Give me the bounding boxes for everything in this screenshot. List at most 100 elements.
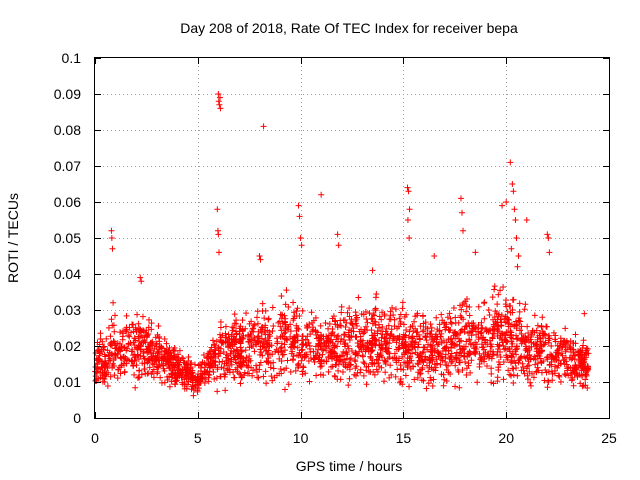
data-point bbox=[572, 331, 579, 338]
data-point bbox=[277, 345, 284, 352]
x-tick-label: 25 bbox=[601, 430, 617, 446]
data-point bbox=[247, 357, 254, 364]
data-point bbox=[344, 342, 351, 349]
data-point bbox=[121, 368, 128, 375]
data-point bbox=[582, 376, 589, 383]
data-point bbox=[352, 365, 359, 372]
data-point bbox=[576, 348, 583, 355]
data-point bbox=[103, 335, 110, 342]
data-point bbox=[198, 364, 205, 371]
data-point bbox=[230, 374, 237, 381]
data-point bbox=[101, 378, 108, 385]
data-point bbox=[417, 323, 424, 330]
data-point bbox=[120, 354, 127, 361]
data-point bbox=[567, 345, 574, 352]
data-point bbox=[411, 343, 418, 350]
data-point bbox=[435, 341, 442, 348]
data-point bbox=[351, 357, 358, 364]
data-point bbox=[544, 377, 551, 384]
data-point bbox=[167, 350, 174, 357]
data-point bbox=[523, 217, 530, 223]
data-point bbox=[550, 329, 557, 336]
data-point bbox=[297, 235, 304, 241]
data-point bbox=[399, 299, 406, 306]
data-point bbox=[510, 188, 517, 195]
data-point bbox=[507, 334, 514, 341]
data-point bbox=[214, 206, 221, 213]
data-point bbox=[105, 357, 112, 364]
data-point bbox=[468, 341, 475, 348]
data-point bbox=[360, 330, 367, 337]
data-point bbox=[404, 364, 411, 371]
data-point bbox=[269, 351, 276, 358]
data-point bbox=[216, 359, 223, 366]
data-point bbox=[531, 353, 538, 360]
data-point bbox=[447, 319, 454, 326]
data-point bbox=[129, 321, 136, 328]
data-point bbox=[516, 300, 523, 307]
data-point bbox=[402, 349, 409, 356]
data-point bbox=[144, 346, 151, 353]
data-point bbox=[312, 314, 319, 321]
data-point bbox=[342, 343, 349, 350]
data-point bbox=[217, 336, 224, 343]
data-point bbox=[140, 339, 147, 346]
data-point bbox=[470, 320, 477, 327]
data-point bbox=[263, 347, 270, 354]
data-point bbox=[135, 373, 142, 380]
data-point bbox=[361, 360, 368, 367]
data-point bbox=[559, 352, 566, 359]
data-point bbox=[221, 371, 228, 378]
data-point bbox=[360, 372, 367, 379]
data-point bbox=[372, 336, 379, 343]
data-point bbox=[373, 291, 380, 298]
data-point bbox=[395, 355, 402, 362]
data-point bbox=[290, 299, 297, 306]
data-point bbox=[210, 368, 217, 375]
data-point bbox=[295, 364, 302, 371]
data-point bbox=[225, 366, 232, 373]
data-point bbox=[215, 249, 222, 256]
data-point bbox=[317, 363, 324, 370]
data-point bbox=[131, 371, 138, 378]
data-point bbox=[108, 227, 115, 234]
data-point bbox=[144, 343, 151, 350]
data-point bbox=[297, 351, 304, 358]
data-point bbox=[269, 328, 276, 335]
data-point bbox=[572, 362, 579, 369]
data-point bbox=[241, 369, 248, 376]
y-tick-label: 0.08 bbox=[54, 122, 81, 138]
data-point bbox=[406, 346, 413, 353]
data-point bbox=[481, 356, 488, 363]
data-point bbox=[260, 343, 267, 350]
data-point bbox=[291, 333, 298, 340]
data-point bbox=[228, 361, 235, 368]
data-point bbox=[346, 313, 353, 320]
data-point bbox=[581, 356, 588, 363]
data-point bbox=[548, 358, 555, 365]
data-point bbox=[188, 360, 195, 367]
data-point bbox=[164, 376, 171, 383]
data-point bbox=[508, 245, 515, 252]
data-point bbox=[466, 304, 473, 311]
data-point bbox=[427, 374, 434, 381]
data-point bbox=[376, 313, 383, 320]
data-point bbox=[107, 333, 114, 340]
data-point bbox=[564, 365, 571, 372]
data-point bbox=[514, 263, 521, 270]
data-point bbox=[490, 380, 497, 387]
data-point bbox=[397, 376, 404, 382]
data-point bbox=[399, 305, 406, 312]
data-point bbox=[216, 101, 223, 108]
data-point bbox=[557, 335, 564, 342]
data-point bbox=[412, 338, 419, 345]
data-point bbox=[106, 349, 113, 356]
data-point bbox=[430, 376, 437, 383]
data-point bbox=[545, 335, 552, 342]
data-point bbox=[121, 357, 128, 364]
data-point bbox=[406, 383, 413, 390]
data-point bbox=[274, 372, 281, 379]
data-point bbox=[259, 307, 266, 314]
data-point bbox=[452, 353, 459, 360]
data-point bbox=[112, 353, 119, 360]
